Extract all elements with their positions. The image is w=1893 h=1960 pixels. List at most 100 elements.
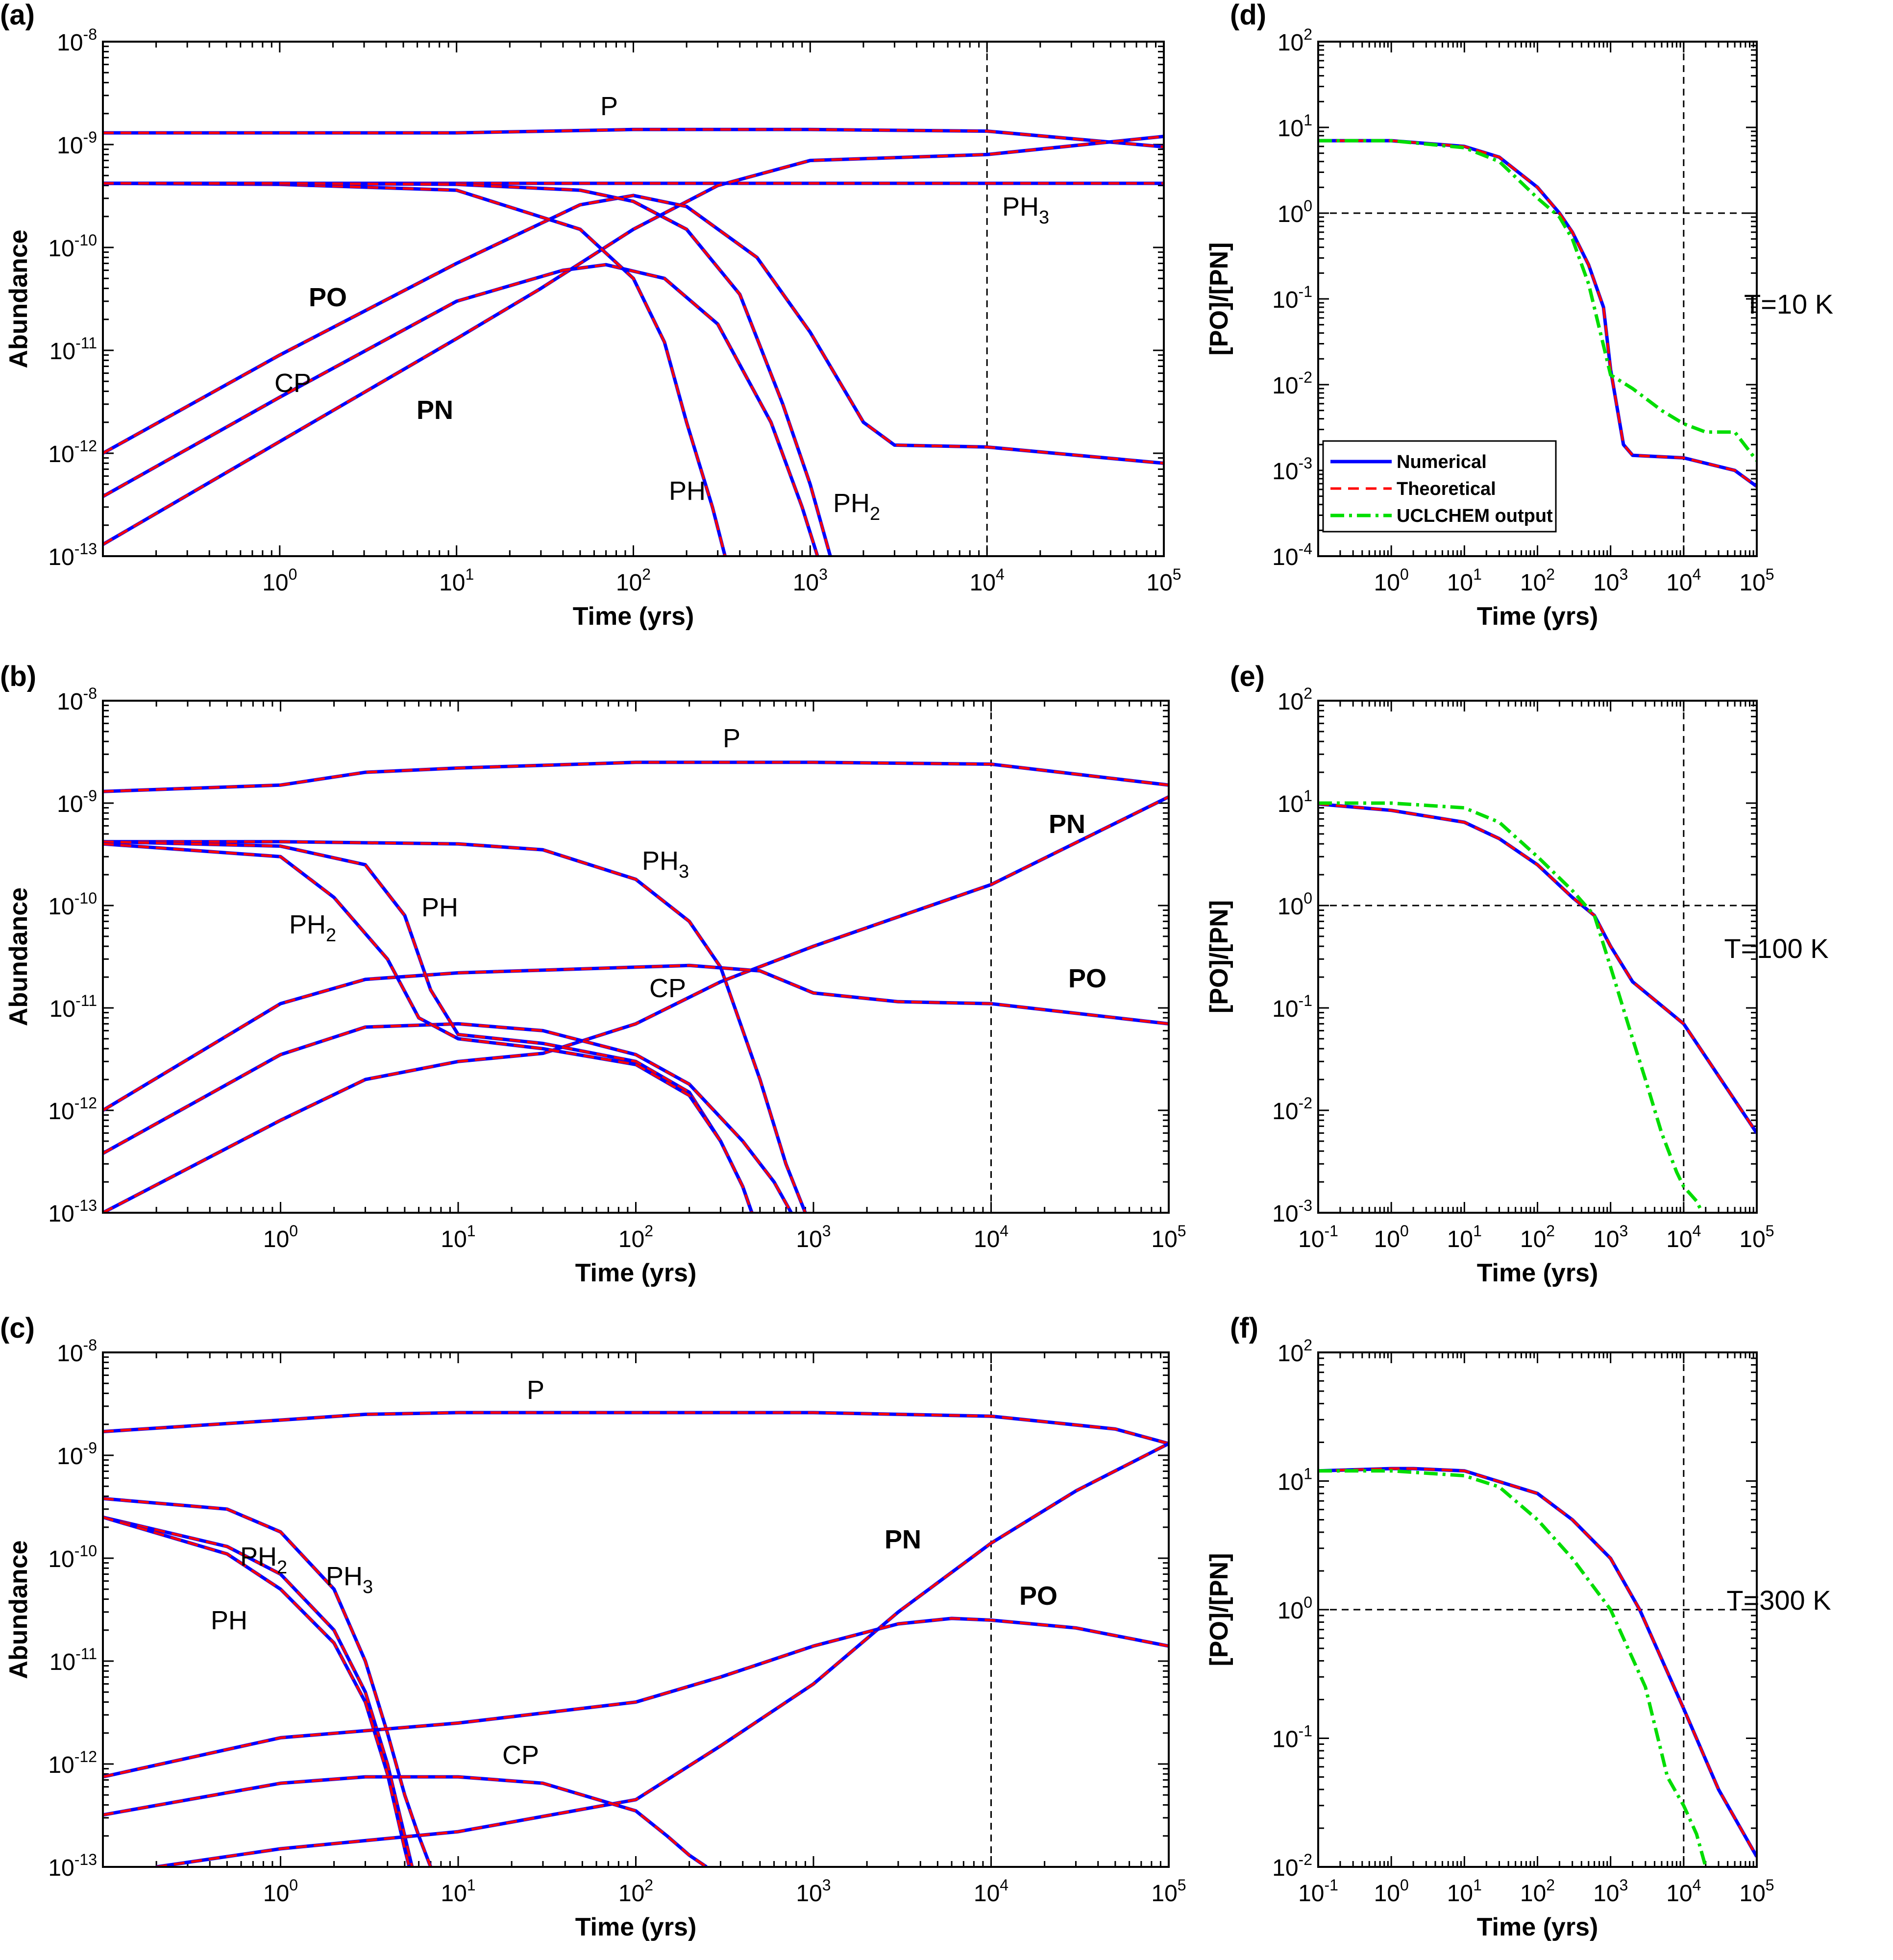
- annotation-ph3: PH3: [642, 846, 689, 882]
- series-theoretical: [1318, 803, 1757, 1134]
- axes-frame: [1317, 1351, 1758, 1868]
- x-tick-label: 103: [1593, 565, 1628, 596]
- x-tick-label: 101: [1447, 1222, 1482, 1252]
- x-tick-label: 101: [1447, 1876, 1482, 1907]
- x-tick-label: 102: [1520, 1222, 1555, 1252]
- panel-label: (e): [1230, 661, 1265, 692]
- y-tick-label: 10-10: [48, 231, 97, 262]
- y-tick-label: 101: [1278, 111, 1312, 142]
- y-axis-title: Abundance: [4, 1540, 33, 1679]
- series-ph-theoretical: [103, 1516, 411, 1867]
- annotation-po: PO: [309, 283, 347, 312]
- y-axis-title: [PO]/[PN]: [1205, 242, 1233, 355]
- panel-label: (c): [0, 1312, 35, 1344]
- y-axis-title: [PO]/[PN]: [1205, 1553, 1233, 1666]
- y-tick-label: 102: [1278, 685, 1312, 715]
- x-tick-label: 100: [263, 1222, 298, 1252]
- panel-e: (e) 10-1 100 101 102 103 104 105 10-3 10-2 10-1 100…: [1205, 661, 1829, 1287]
- y-tick-label: 102: [1278, 1336, 1312, 1367]
- y-tick-label: 10-12: [48, 1094, 97, 1125]
- y-tick-label: 10-11: [49, 992, 97, 1022]
- curves: [1318, 139, 1757, 488]
- series-ph2-theoretical: [103, 842, 753, 1213]
- x-tick-label: 101: [1447, 565, 1482, 596]
- x-tick-label: 104: [974, 1222, 1008, 1252]
- annotation-ph: PH: [669, 476, 706, 506]
- series-po-theoretical: [103, 964, 1169, 1112]
- temperature-label: T=10 K: [1744, 289, 1833, 319]
- x-tick-label: 103: [1593, 1222, 1628, 1252]
- series-po-numerical: [103, 1617, 1169, 1779]
- series-cp-theoretical: [103, 263, 819, 556]
- y-tick-label: 10-8: [57, 1336, 97, 1367]
- annotation-po: PO: [1068, 964, 1106, 993]
- x-tick-label: 105: [1739, 1222, 1774, 1252]
- x-tick-label: 103: [796, 1876, 831, 1907]
- x-tick-label: 103: [796, 1222, 831, 1252]
- x-tick-label: 102: [1520, 565, 1555, 596]
- y-tick-label: 10-4: [1272, 540, 1312, 570]
- x-tick-label: 101: [439, 565, 474, 596]
- curves: [103, 127, 1164, 556]
- series-theoretical: [1318, 1467, 1757, 1858]
- panel-label: (f): [1230, 1312, 1258, 1344]
- x-tick-label: 102: [618, 1222, 653, 1252]
- x-tick-label: 104: [1666, 1876, 1701, 1907]
- y-tick-label: 10-8: [57, 685, 97, 715]
- y-tick-label: 10-11: [49, 334, 97, 365]
- x-axis-title: Time (yrs): [573, 602, 694, 631]
- series-po-numerical: [103, 194, 1164, 465]
- annotation-ph: PH: [421, 893, 458, 922]
- y-tick-label: 101: [1278, 1465, 1312, 1495]
- annotation-cp: CP: [502, 1740, 539, 1770]
- y-tick-label: 10-13: [48, 540, 97, 570]
- x-tick-label: 105: [1739, 565, 1774, 596]
- legend-label-uclchem-output: UCLCHEM output: [1397, 506, 1553, 526]
- series-pn-numerical: [156, 1442, 1169, 1867]
- axes-frame: [102, 700, 1170, 1214]
- x-tick-label: 104: [974, 1876, 1008, 1907]
- curves: [1318, 1467, 1757, 1867]
- series-ph-theoretical: [103, 182, 727, 556]
- x-tick-label: 105: [1151, 1876, 1186, 1907]
- x-tick-label: 10-1: [1298, 1222, 1338, 1252]
- annotation-cp: CP: [274, 368, 311, 398]
- x-tick-label: 102: [1520, 1876, 1555, 1907]
- y-axis-title: Abundance: [4, 887, 33, 1026]
- y-tick-label: 100: [1278, 889, 1312, 920]
- y-tick-label: 10-2: [1272, 1851, 1312, 1881]
- y-tick-label: 10-10: [48, 1542, 97, 1572]
- x-tick-label: 104: [1666, 1222, 1701, 1252]
- series-theoretical: [1318, 139, 1757, 488]
- series-po-theoretical: [103, 194, 1164, 465]
- panel-label: (d): [1230, 0, 1266, 31]
- curves: [103, 1411, 1169, 1867]
- y-tick-label: 10-12: [48, 1748, 97, 1778]
- annotation-po: PO: [1019, 1581, 1057, 1611]
- y-tick-label: 10-9: [57, 787, 97, 817]
- x-tick-label: 104: [970, 565, 1005, 596]
- legend: Numerical Theoretical UCLCHEM output: [1322, 440, 1557, 533]
- y-tick-label: 101: [1278, 787, 1312, 817]
- series-p-theoretical: [103, 128, 1164, 148]
- x-tick-label: 105: [1146, 565, 1181, 596]
- y-tick-label: 10-12: [48, 437, 97, 467]
- panel-f: (f)10-1 100 101 102 103 104 10510-210-11001011…: [1205, 1312, 1831, 1941]
- annotation-p: P: [600, 92, 618, 121]
- axes-frame: [102, 1351, 1170, 1868]
- series-pn-theoretical: [156, 1442, 1169, 1867]
- series-po-numerical: [103, 963, 1169, 1112]
- series-numerical: [1318, 139, 1757, 488]
- x-tick-label: 103: [1593, 1876, 1628, 1907]
- series-p-theoretical: [103, 1411, 1169, 1445]
- series-ph2-numerical: [103, 181, 832, 556]
- x-tick-label: 100: [262, 565, 297, 596]
- x-tick-label: 105: [1739, 1876, 1774, 1907]
- annotation-cp: CP: [649, 974, 686, 1003]
- x-axis-title: Time (yrs): [1477, 602, 1598, 631]
- panel-b: (b) 100 101 102 103 104 105 10-13 10-12 10-11 10-1…: [0, 661, 1186, 1287]
- y-tick-label: 10-13: [48, 1851, 97, 1881]
- annotation-ph2: PH2: [289, 910, 336, 946]
- series-ph3-theoretical: [103, 840, 807, 1213]
- series-pn-theoretical: [103, 135, 1164, 546]
